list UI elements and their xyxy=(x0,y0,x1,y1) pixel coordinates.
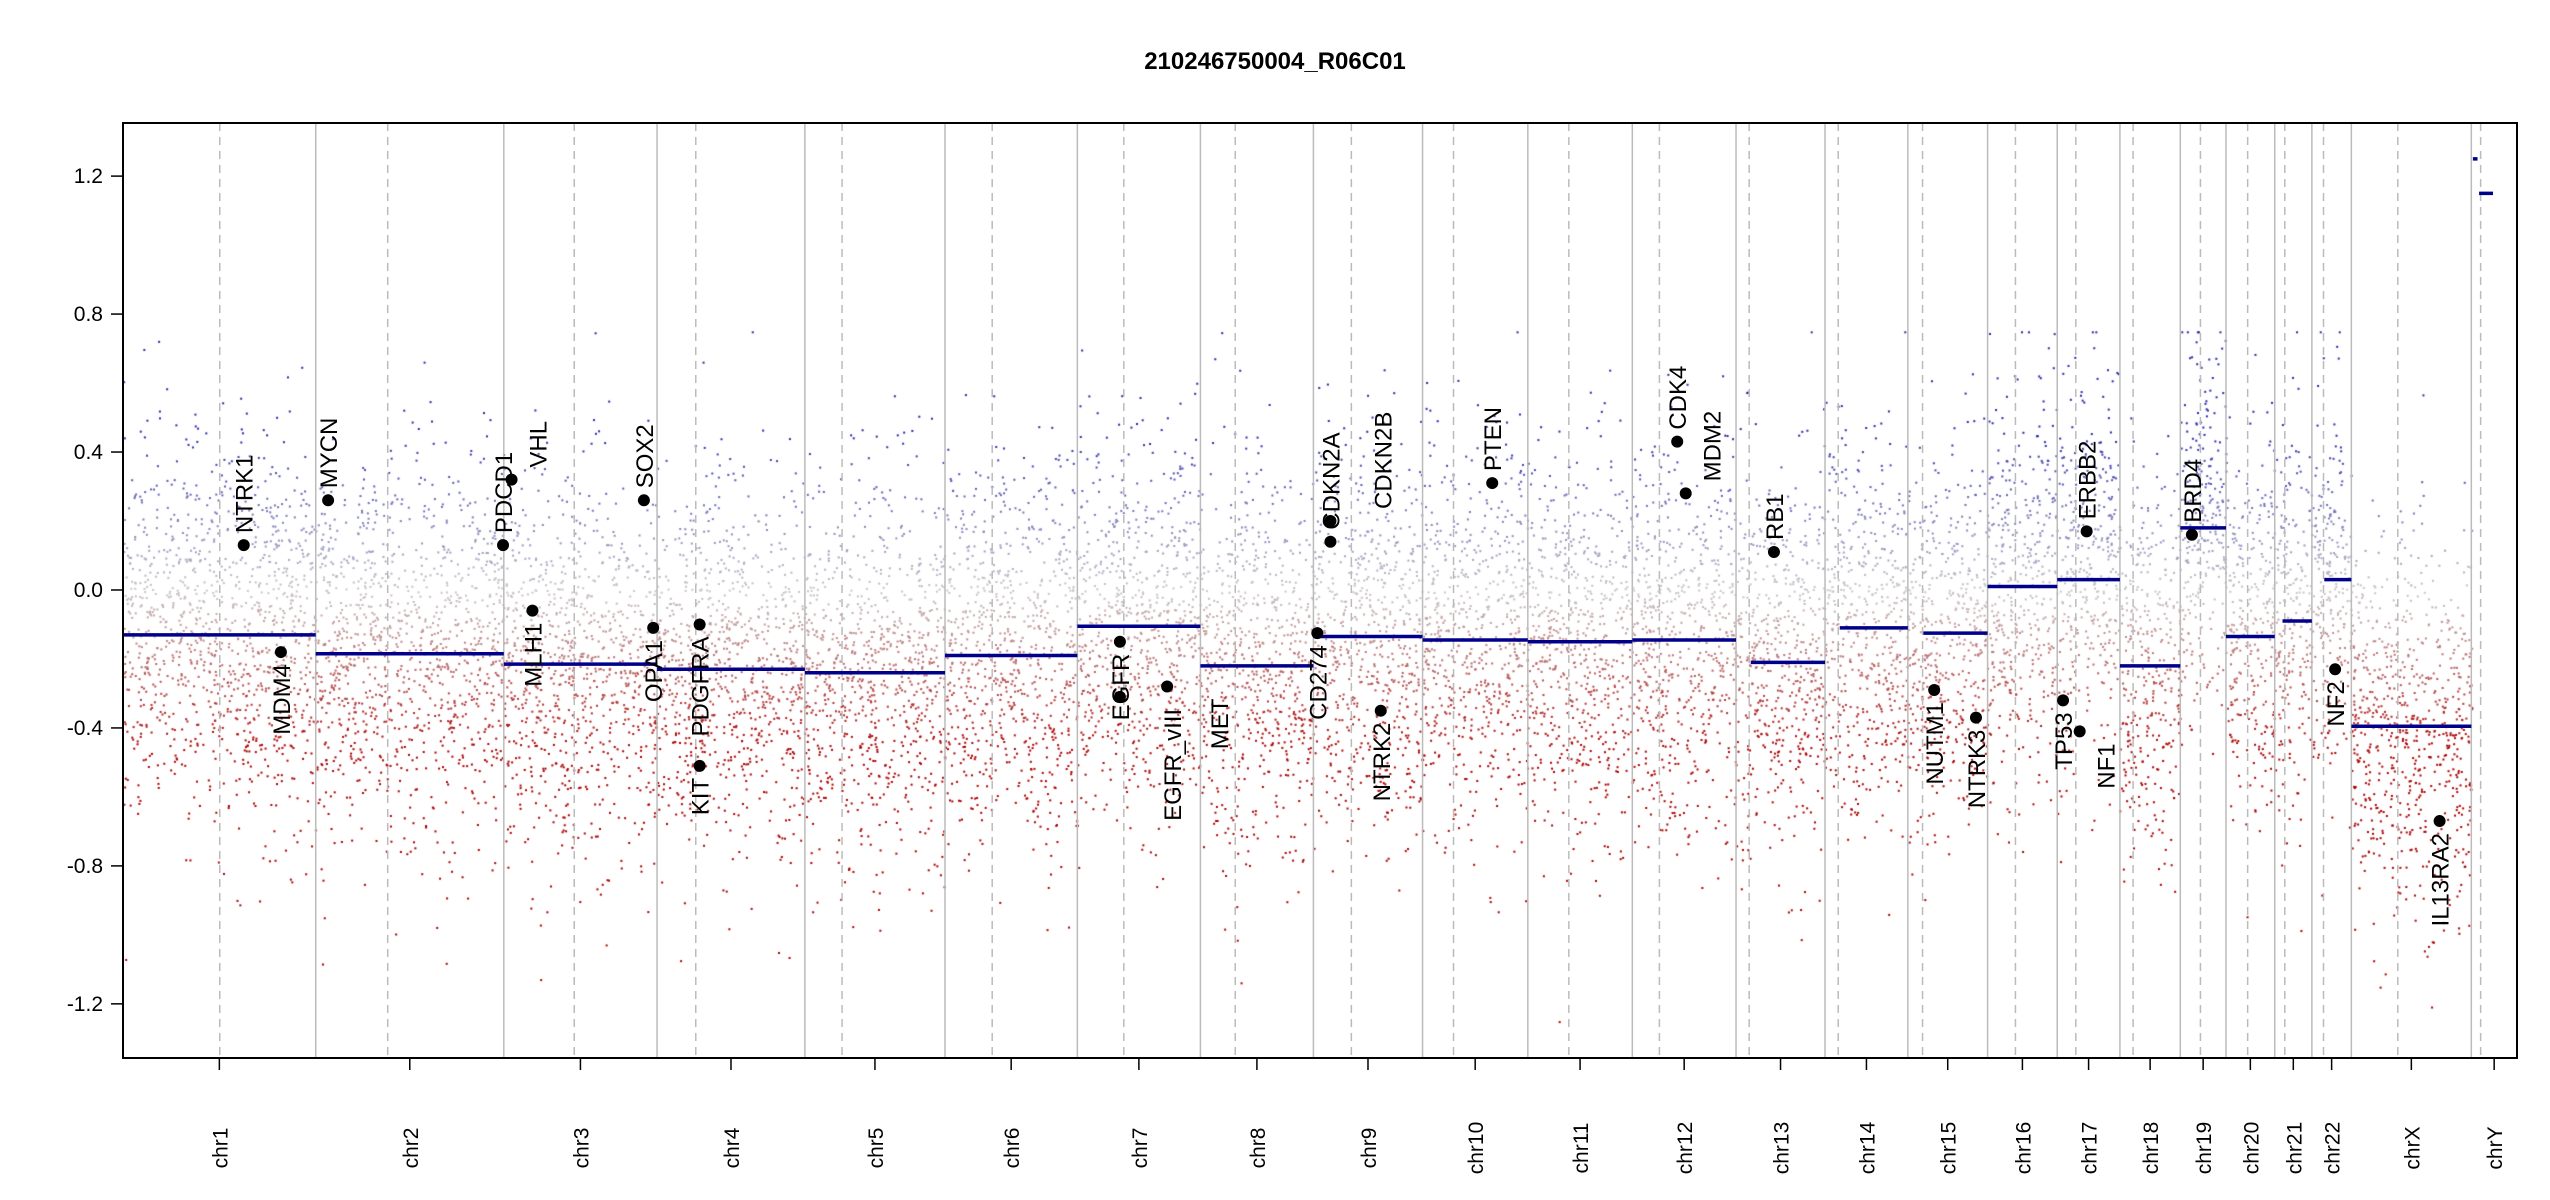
plot-frame xyxy=(122,122,2518,1059)
y-tick-label: -0.4 xyxy=(67,717,104,740)
gene-point-mycn xyxy=(322,494,335,507)
gene-label: BRD4 xyxy=(2180,459,2207,523)
gene-point-cd274 xyxy=(1311,627,1324,640)
gene-point-ntrk1 xyxy=(237,539,250,552)
x-tick-label: chr9 xyxy=(1358,1128,1381,1169)
gene-label: MLH1 xyxy=(520,623,547,687)
y-tick-label: 1.2 xyxy=(74,165,103,188)
gene-point-il13ra2 xyxy=(2433,815,2446,828)
gene-point-mdm2 xyxy=(1679,487,1692,500)
gene-label: CDKN2A xyxy=(1318,432,1345,529)
x-tick-label: chr5 xyxy=(865,1128,888,1169)
gene-point-tp53 xyxy=(2057,694,2070,707)
gene-point-sox2 xyxy=(637,494,650,507)
x-tick-label: chr6 xyxy=(1001,1128,1024,1169)
gene-point-cdkn2a xyxy=(1324,535,1337,548)
gene-label: OPA1 xyxy=(641,640,668,702)
gene-label: NTRK1 xyxy=(232,454,259,533)
x-tick-label: chr10 xyxy=(1465,1122,1488,1175)
gene-label: ERBB2 xyxy=(2075,441,2102,520)
gene-point-kit xyxy=(693,759,706,772)
gene-label: NTRK2 xyxy=(1369,723,1396,802)
gene-label: MDM4 xyxy=(269,664,296,735)
x-tick-label: chr4 xyxy=(721,1127,744,1168)
x-tick-label: chr15 xyxy=(1938,1122,1961,1175)
y-tick-label: 0.8 xyxy=(74,303,103,326)
gene-label: CDKN2B xyxy=(1370,412,1397,509)
gene-label: RB1 xyxy=(1762,493,1789,540)
x-tick-label: chr19 xyxy=(2193,1122,2216,1175)
gene-point-opa1 xyxy=(647,621,660,634)
gene-point-rb1 xyxy=(1767,546,1780,559)
gene-label: PTEN xyxy=(1480,407,1507,471)
gene-point-nf1 xyxy=(2073,725,2086,738)
x-tick-label: chr8 xyxy=(1247,1128,1270,1169)
gene-markers: NTRK1 MDM4 MYCN PDCD1 VHL MLH1 SOX2 OPA1 PDGFRA K… xyxy=(232,366,2455,927)
gene-label: MYCN xyxy=(316,418,343,489)
gene-point-mdm4 xyxy=(274,646,287,659)
x-tick-label: chr14 xyxy=(1856,1121,1879,1174)
gene-label: VHL xyxy=(526,421,553,468)
x-tick-label: chr1 xyxy=(209,1128,232,1169)
gene-label: IL13RA2 xyxy=(2428,833,2455,926)
gene-label: TP53 xyxy=(2051,712,2078,769)
x-tick-label: chr13 xyxy=(1771,1122,1794,1175)
x-tick-label: chr20 xyxy=(2240,1122,2263,1175)
chromosome-boundaries xyxy=(219,123,2482,1058)
gene-point-erbb2 xyxy=(2080,525,2093,538)
gene-point-brd4 xyxy=(2185,528,2198,541)
gene-label: EGFR_vIII xyxy=(1160,709,1187,821)
y-tick-label: 0.4 xyxy=(74,441,104,464)
x-tick-label: chr17 xyxy=(2079,1122,2102,1175)
x-tick-label: chr7 xyxy=(1129,1128,1152,1169)
x-tick-label: chrY xyxy=(2484,1126,2507,1169)
gene-label: MDM2 xyxy=(1700,411,1727,482)
gene-label: KIT xyxy=(688,778,715,816)
gene-label: NF2 xyxy=(2323,681,2350,726)
gene-label: CD274 xyxy=(1305,645,1332,720)
gene-label: SOX2 xyxy=(632,424,659,488)
gene-point-vhl xyxy=(505,473,518,486)
x-tick-label: chr21 xyxy=(2283,1122,2306,1175)
gene-label: CDK4 xyxy=(1665,366,1692,430)
gene-label: EGFR xyxy=(1108,654,1135,721)
gene-label: NTRK3 xyxy=(1964,730,1991,809)
gene-point-ntrk3 xyxy=(1969,711,1982,724)
x-tick-label: chr2 xyxy=(400,1128,423,1169)
y-tick-label: -0.8 xyxy=(67,855,103,878)
segments xyxy=(123,157,2494,728)
chart-title: 210246750004_R06C01 xyxy=(1144,48,1406,75)
gene-label: PDCD1 xyxy=(491,452,518,533)
gene-label: NF1 xyxy=(2094,743,2121,788)
gene-point-mlh1 xyxy=(526,604,539,617)
axes: -1.2 -0.8 -0.4 0.0 0.4 0.8 1.2 chr1 chr2 chr3 chr4… xyxy=(67,122,2518,1175)
x-tick-label: chr18 xyxy=(2140,1122,2163,1175)
gene-point-cdkn2b xyxy=(1324,515,1337,528)
gene-point-ntrk2 xyxy=(1374,704,1387,717)
x-tick-label: chr12 xyxy=(1674,1122,1697,1175)
x-tick-label: chr22 xyxy=(2322,1122,2345,1175)
x-tick-label: chr11 xyxy=(1570,1123,1593,1174)
x-tick-label: chr16 xyxy=(2012,1122,2035,1175)
gene-point-cdk4 xyxy=(1671,435,1684,448)
gene-point-met xyxy=(1161,680,1174,693)
x-tick-label: chr3 xyxy=(570,1128,593,1169)
gene-label: PDGFRA xyxy=(688,636,715,736)
gene-label: MET xyxy=(1207,698,1234,749)
gene-point-nutm1 xyxy=(1928,684,1941,697)
gene-point-nf2 xyxy=(2329,663,2342,676)
gene-point-egfr_viii xyxy=(1113,690,1126,703)
y-tick-label: -1.2 xyxy=(67,993,103,1016)
gene-point-pten xyxy=(1486,477,1499,490)
x-tick-label: chrX xyxy=(2401,1126,2424,1169)
gene-point-pdgfra xyxy=(693,618,706,631)
gene-point-egfr xyxy=(1113,635,1126,648)
gene-point-pdcd1 xyxy=(497,539,510,552)
gene-label: NUTM1 xyxy=(1922,702,1949,785)
y-tick-label: 0.0 xyxy=(74,579,103,602)
